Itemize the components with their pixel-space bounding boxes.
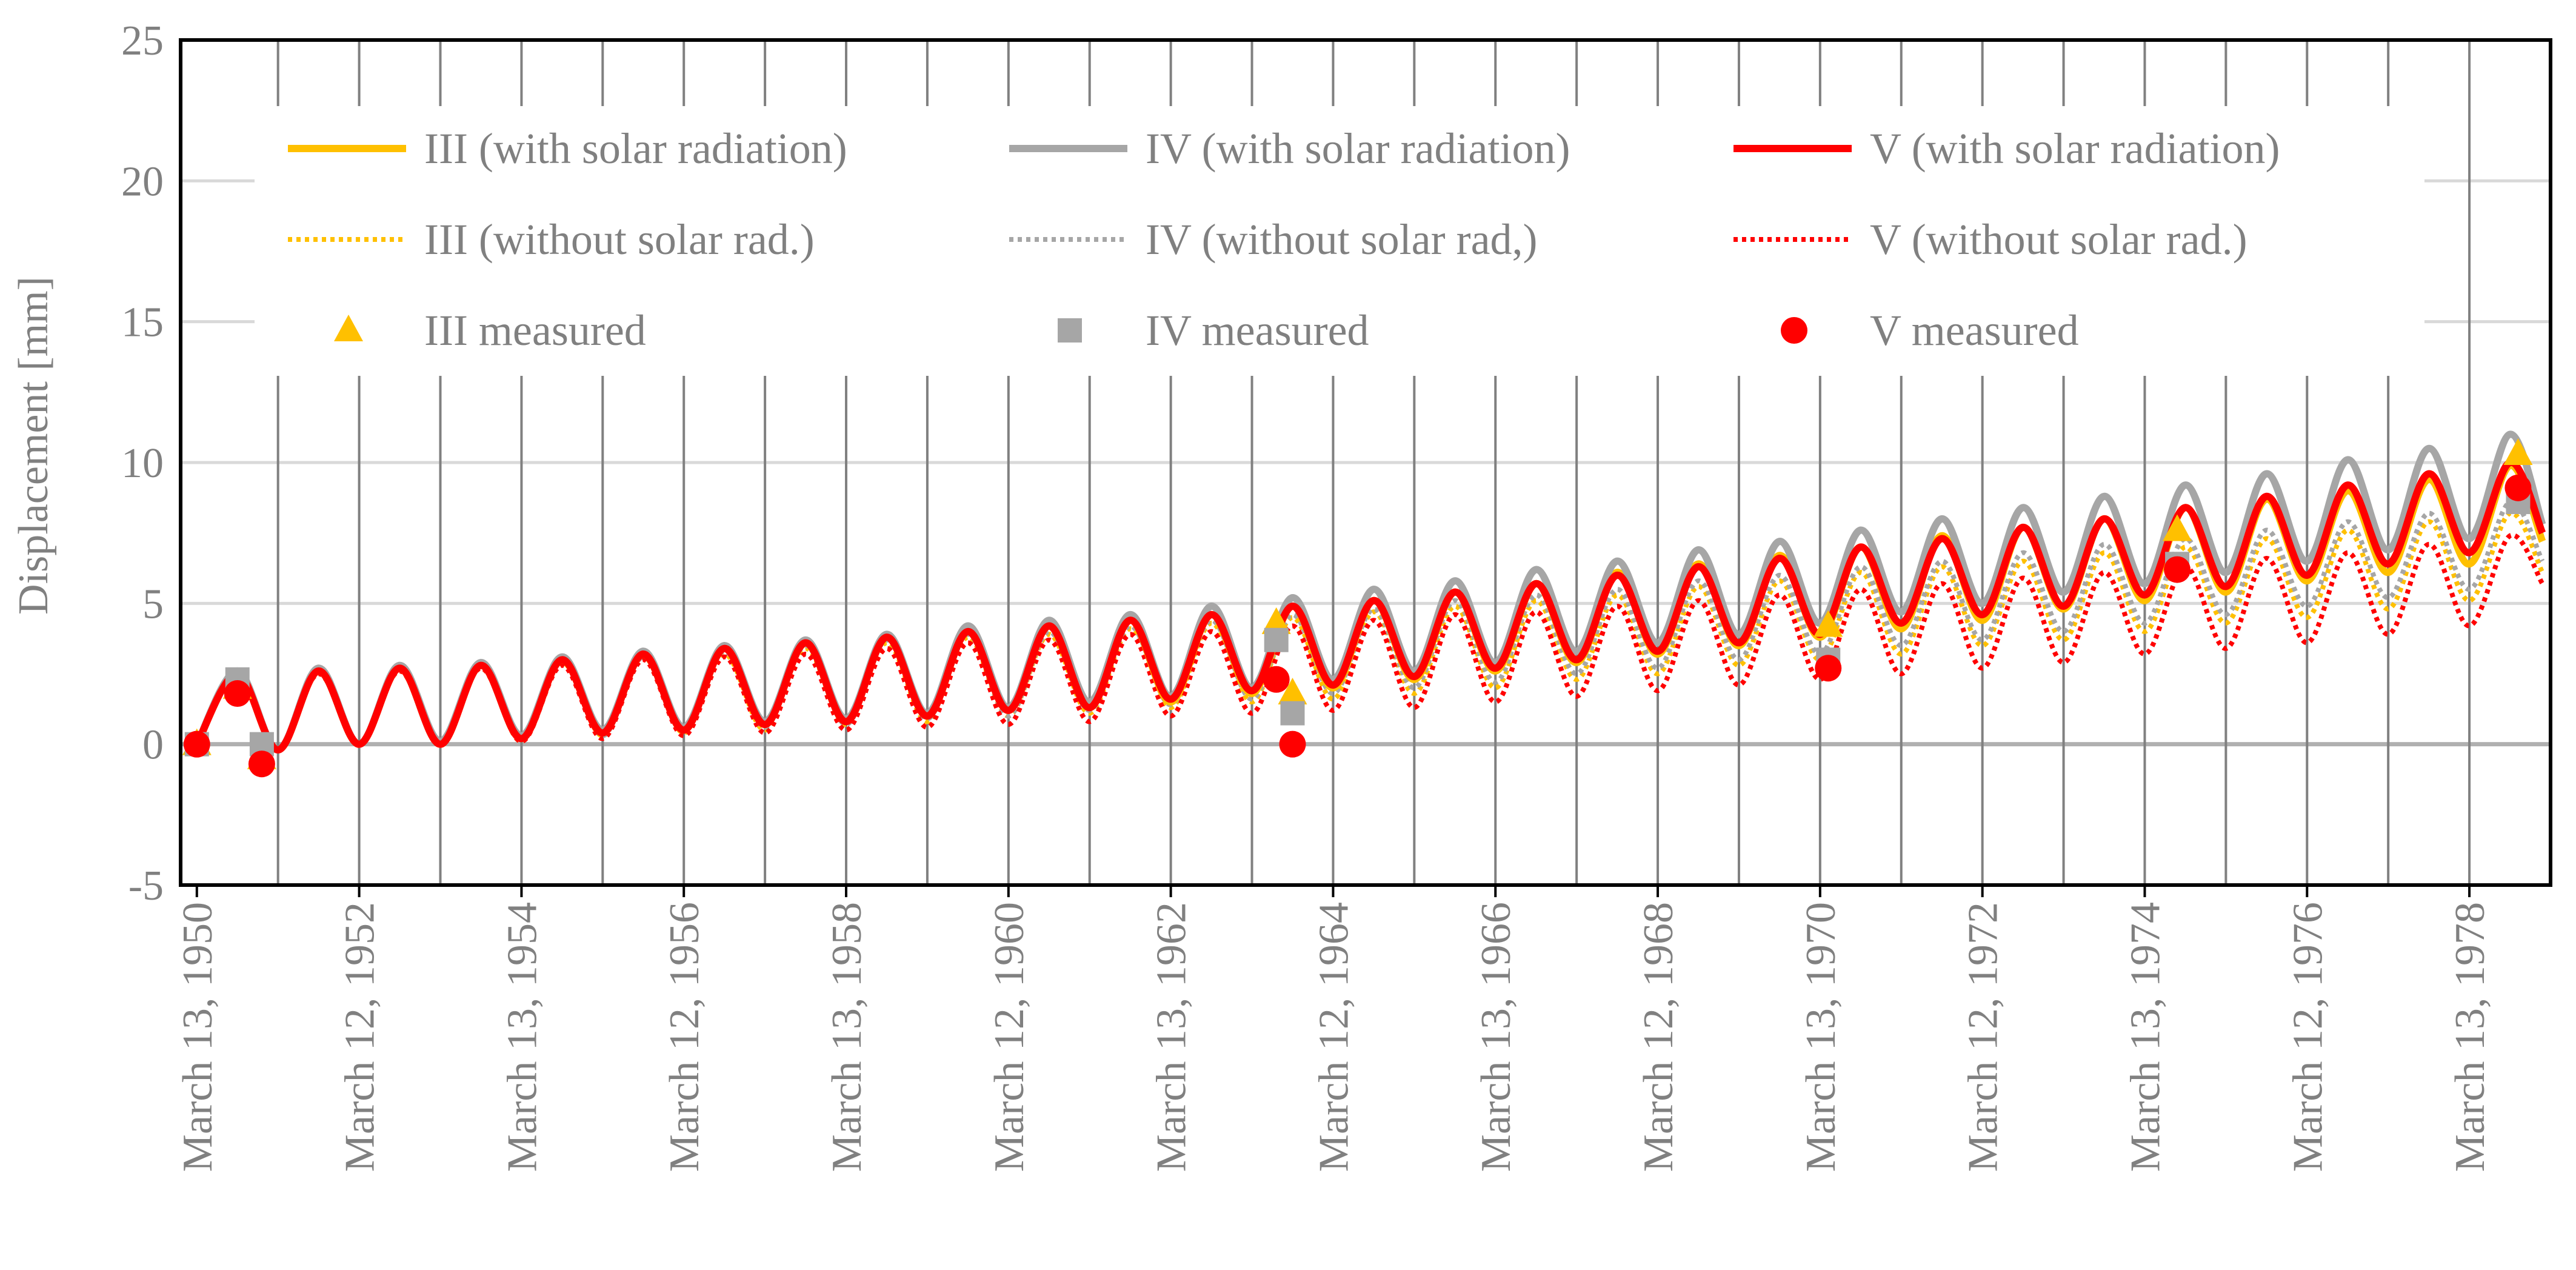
x-tick-label: March 13, 1966 — [1473, 902, 1520, 1172]
x-tick-label: March 13, 1958 — [824, 902, 870, 1172]
x-tick-label: March 13, 1954 — [499, 902, 546, 1172]
legend-label-v-without-solar-rad: V (without solar rad.) — [1870, 215, 2247, 264]
legend-swatch-iv-measured — [1058, 318, 1082, 343]
x-tick-label: March 12, 1968 — [1635, 902, 1682, 1172]
iv-measured-point — [1264, 627, 1289, 652]
legend-swatch-iii-measured — [334, 315, 363, 341]
legend-label-iii-with-solar-radiation: III (with solar radiation) — [424, 124, 847, 173]
legend-label-iv-with-solar-radiation: IV (with solar radiation) — [1146, 124, 1570, 173]
v-measured-point — [224, 680, 251, 707]
v-measured-point — [1815, 655, 1842, 682]
v-measured-point — [248, 750, 275, 778]
x-tick-label: March 12, 1952 — [337, 902, 384, 1172]
series-line-v-with-solar-radiation — [193, 459, 2546, 754]
x-tick-label: March 12, 1972 — [1960, 902, 2007, 1172]
y-tick-label: 25 — [121, 18, 164, 64]
series-line-v-without-solar-rad — [195, 532, 2545, 753]
x-tick-label: March 12, 1976 — [2284, 902, 2331, 1172]
x-tick-label: March 13, 1974 — [2122, 902, 2169, 1172]
x-tick-label: March 12, 1960 — [986, 902, 1033, 1172]
y-tick-label: 0 — [142, 722, 164, 769]
v-measured-point — [1263, 666, 1290, 693]
x-tick-label: March 13, 1970 — [1798, 902, 1844, 1172]
iii-measured-point — [2163, 514, 2192, 541]
iii-measured-point — [2503, 438, 2533, 466]
legend-label-iii-measured: III measured — [424, 306, 646, 355]
y-tick-label: 20 — [121, 158, 164, 205]
axes: -5 0 5 10 15 20 25 March 13, 1950 March 12, 1952… — [121, 18, 2552, 1172]
iii-measured-point — [1278, 678, 1307, 705]
legend: III (with solar radiation) IV (with solar… — [255, 106, 2424, 376]
y-axis-title: Displacement [mm] — [10, 276, 57, 615]
x-tick-label: March 12, 1964 — [1310, 902, 1357, 1172]
legend-swatch-v-measured — [1781, 317, 1807, 344]
x-tick-label: March 13, 1978 — [2447, 902, 2494, 1172]
y-tick-label: -5 — [128, 863, 164, 909]
legend-label-iv-measured: IV measured — [1146, 306, 1369, 355]
v-measured-point — [183, 730, 210, 758]
plot-frame — [179, 38, 2552, 887]
v-measured-point — [2164, 556, 2191, 583]
iii-measured-point — [1261, 607, 1291, 634]
legend-label-iv-without-solar-rad: IV (without solar rad,) — [1146, 215, 1538, 264]
legend-label-v-with-solar-radiation: V (with solar radiation) — [1870, 124, 2280, 173]
legend-label-v-measured: V measured — [1870, 306, 2079, 355]
y-tick-label: 15 — [121, 299, 164, 346]
series-lines — [193, 430, 2546, 754]
y-tick-label: 10 — [121, 440, 164, 487]
x-tick-label: March 13, 1962 — [1149, 902, 1195, 1172]
measured-markers — [182, 438, 2533, 778]
v-measured-point — [2504, 474, 2532, 501]
legend-background — [255, 106, 2424, 376]
iii-measured-point — [1814, 610, 1843, 637]
legend-label-iii-without-solar-rad: III (without solar rad.) — [424, 215, 815, 264]
y-tick-label: 5 — [142, 581, 164, 627]
v-measured-point — [1279, 730, 1306, 758]
x-tick-label: March 12, 1956 — [661, 902, 708, 1172]
iv-measured-point — [1280, 701, 1305, 726]
x-tick-label: March 13, 1950 — [175, 902, 221, 1172]
